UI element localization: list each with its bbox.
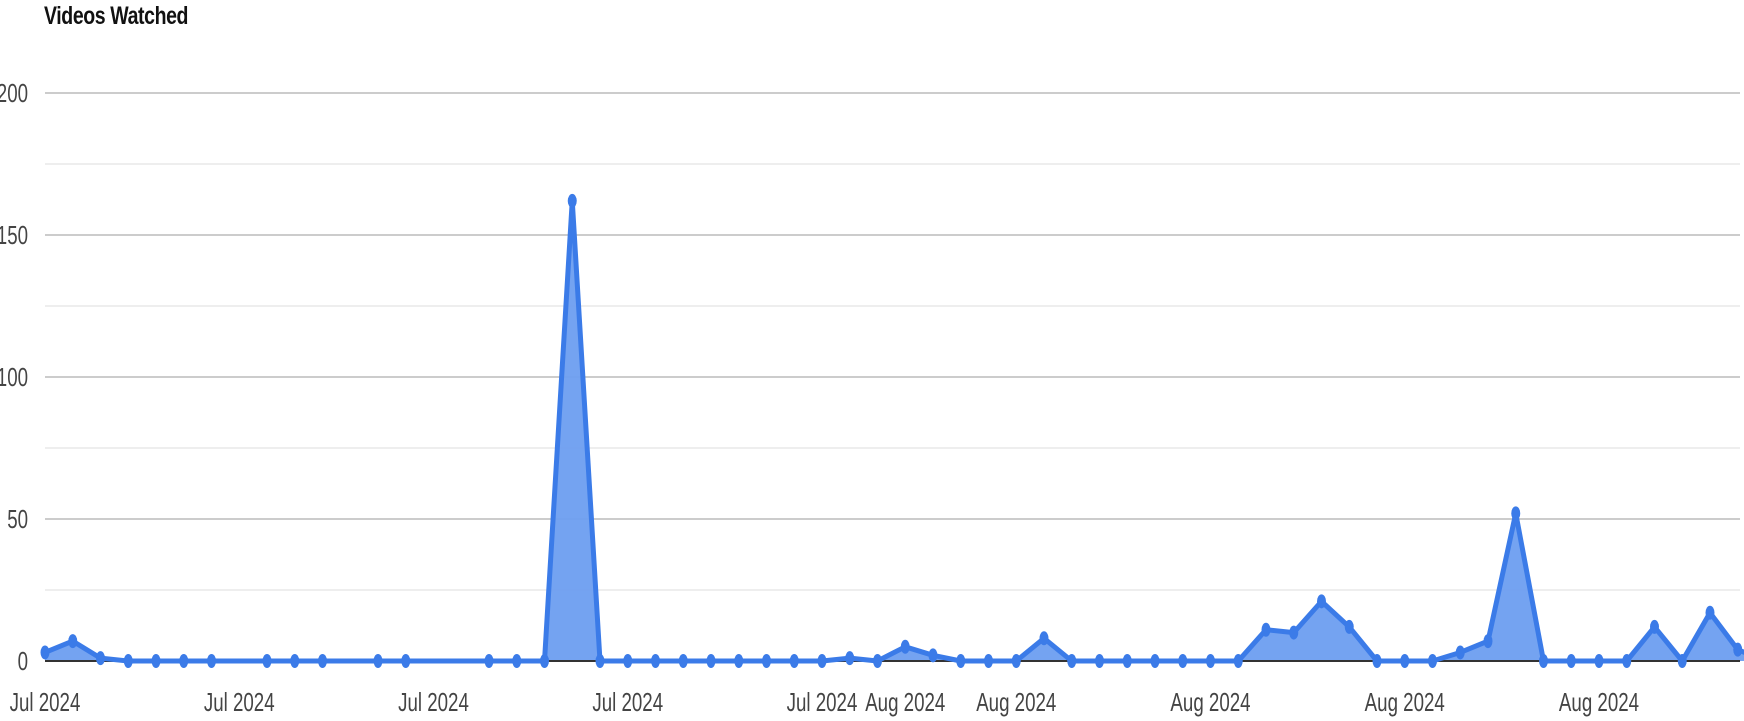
data-point xyxy=(678,654,688,668)
data-point xyxy=(567,193,577,208)
data-point xyxy=(928,648,938,663)
data-point xyxy=(873,654,882,668)
data-point xyxy=(1317,594,1326,609)
data-point xyxy=(817,654,827,668)
data-point xyxy=(179,654,189,668)
data-point xyxy=(1372,654,1382,668)
x-tick-label: Aug 2024 xyxy=(1365,687,1445,717)
data-point xyxy=(1705,605,1715,620)
data-point xyxy=(1344,619,1354,634)
data-point xyxy=(40,645,50,660)
data-point xyxy=(623,654,633,668)
data-point xyxy=(734,654,744,668)
data-point xyxy=(207,654,216,668)
data-point xyxy=(1428,654,1437,668)
x-tick-label: Aug 2024 xyxy=(1170,687,1250,717)
data-point xyxy=(1483,634,1493,649)
data-point xyxy=(651,654,660,668)
data-point xyxy=(1400,654,1410,668)
x-tick-label: Jul 2024 xyxy=(787,687,858,717)
data-point xyxy=(900,639,910,654)
data-point xyxy=(1178,654,1188,668)
series-line xyxy=(44,198,1744,664)
data-point xyxy=(984,654,993,668)
x-tick-label: Aug 2024 xyxy=(976,687,1056,717)
data-point xyxy=(1733,642,1743,657)
data-point xyxy=(1566,654,1576,668)
y-tick-label: 200 xyxy=(0,78,28,108)
data-point xyxy=(1511,506,1521,521)
data-point xyxy=(1289,625,1299,640)
y-tick-label: 100 xyxy=(0,362,28,392)
x-tick-label: Jul 2024 xyxy=(592,687,663,717)
data-point xyxy=(789,654,799,668)
data-point xyxy=(1150,654,1160,668)
y-tick-label: 150 xyxy=(0,220,28,250)
data-point xyxy=(595,654,605,668)
data-point xyxy=(1122,654,1132,668)
data-point xyxy=(151,654,161,668)
data-point xyxy=(706,654,716,668)
data-point xyxy=(123,654,133,668)
x-tick-label: Jul 2024 xyxy=(10,687,81,717)
y-tick-label: 0 xyxy=(18,646,28,676)
y-tick-label: 50 xyxy=(7,504,28,534)
x-tick-label: Aug 2024 xyxy=(1559,687,1639,717)
data-point xyxy=(262,654,272,668)
data-point xyxy=(96,651,105,666)
data-point xyxy=(318,654,327,668)
series-area xyxy=(45,200,1744,661)
data-point xyxy=(762,654,771,668)
data-point xyxy=(1067,654,1077,668)
data-point xyxy=(1039,631,1049,646)
data-point xyxy=(1677,654,1687,668)
data-point xyxy=(512,654,522,668)
x-tick-label: Jul 2024 xyxy=(204,687,275,717)
data-point xyxy=(1261,622,1271,637)
data-point xyxy=(1455,645,1465,660)
data-point xyxy=(956,654,966,668)
chart-title: Videos Watched xyxy=(44,2,189,30)
data-point xyxy=(1539,654,1548,668)
data-point xyxy=(373,654,383,668)
data-point xyxy=(1622,654,1632,668)
data-point xyxy=(1011,654,1021,668)
x-tick-label: Aug 2024 xyxy=(865,687,945,717)
data-point xyxy=(1650,619,1659,634)
data-point xyxy=(484,654,494,668)
data-point xyxy=(845,651,855,666)
data-point xyxy=(540,654,549,668)
data-point xyxy=(1594,654,1604,668)
x-tick-label: Jul 2024 xyxy=(398,687,469,717)
data-point xyxy=(1095,654,1104,668)
data-point xyxy=(290,654,300,668)
data-point xyxy=(1206,654,1215,668)
data-point xyxy=(401,654,411,668)
data-point xyxy=(1233,654,1243,668)
data-point xyxy=(68,634,78,649)
